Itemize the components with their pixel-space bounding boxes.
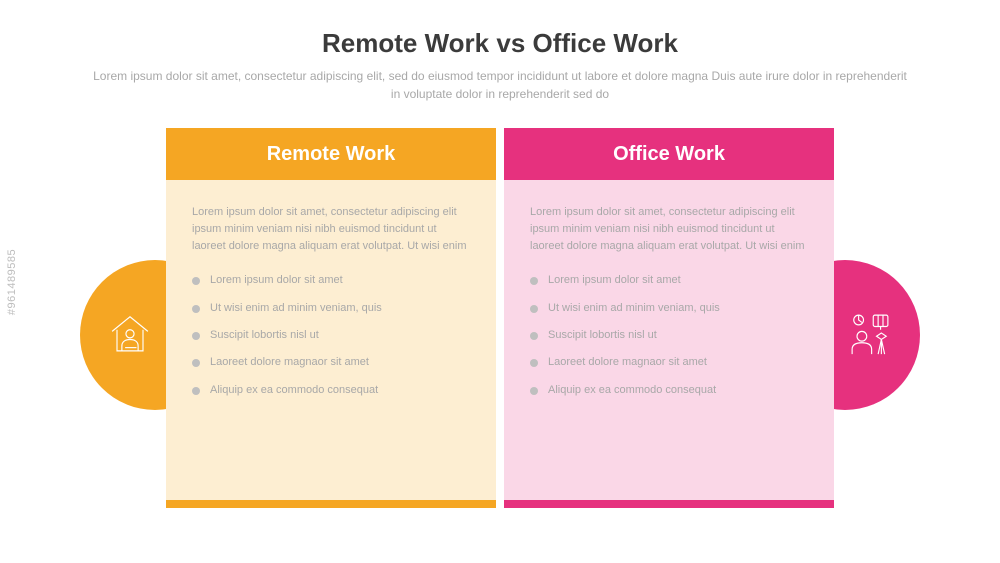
comparison-panels: Remote Work Lorem ipsum dolor sit amet, … bbox=[166, 128, 834, 508]
list-item: Lorem ipsum dolor sit amet bbox=[530, 273, 808, 288]
list-item: Suscipit lobortis nisl ut bbox=[192, 328, 470, 343]
remote-panel-footer-bar bbox=[166, 500, 496, 508]
list-item: Aliquip ex ea commodo consequat bbox=[192, 383, 470, 398]
list-item: Lorem ipsum dolor sit amet bbox=[192, 273, 470, 288]
list-item: Ut wisi enim ad minim veniam, quis bbox=[530, 301, 808, 316]
list-item: Aliquip ex ea commodo consequat bbox=[530, 383, 808, 398]
office-bullet-list: Lorem ipsum dolor sit amet Ut wisi enim … bbox=[530, 273, 808, 398]
home-person-icon bbox=[104, 307, 156, 364]
remote-work-panel: Remote Work Lorem ipsum dolor sit amet, … bbox=[166, 128, 496, 508]
remote-bullet-list: Lorem ipsum dolor sit amet Ut wisi enim … bbox=[192, 273, 470, 398]
header: Remote Work vs Office Work Lorem ipsum d… bbox=[0, 0, 1000, 103]
page-subtitle: Lorem ipsum dolor sit amet, consectetur … bbox=[90, 67, 910, 103]
office-panel-footer-bar bbox=[504, 500, 834, 508]
office-person-icon bbox=[844, 307, 896, 364]
page-title: Remote Work vs Office Work bbox=[0, 28, 1000, 59]
office-body-text: Lorem ipsum dolor sit amet, consectetur … bbox=[530, 204, 808, 255]
remote-panel-body: Lorem ipsum dolor sit amet, consectetur … bbox=[166, 180, 496, 500]
remote-panel-header: Remote Work bbox=[166, 128, 496, 180]
remote-body-text: Lorem ipsum dolor sit amet, consectetur … bbox=[192, 204, 470, 255]
list-item: Suscipit lobortis nisl ut bbox=[530, 328, 808, 343]
office-work-panel: Office Work Lorem ipsum dolor sit amet, … bbox=[504, 128, 834, 508]
list-item: Laoreet dolore magnaor sit amet bbox=[192, 355, 470, 370]
list-item: Ut wisi enim ad minim veniam, quis bbox=[192, 301, 470, 316]
office-panel-body: Lorem ipsum dolor sit amet, consectetur … bbox=[504, 180, 834, 500]
list-item: Laoreet dolore magnaor sit amet bbox=[530, 355, 808, 370]
office-panel-header: Office Work bbox=[504, 128, 834, 180]
watermark-text: #961489585 bbox=[6, 248, 18, 314]
